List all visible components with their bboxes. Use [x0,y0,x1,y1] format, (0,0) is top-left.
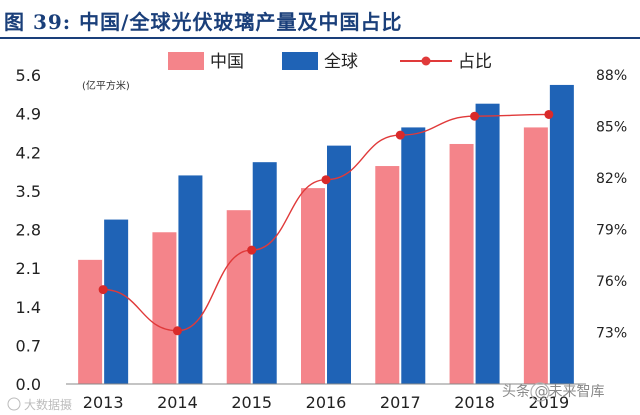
watermark-bottom-left: 大数据摄 [7,397,72,412]
watermark-left-text: 大数据摄 [24,397,72,412]
bar-china-2016 [301,188,325,384]
right-tick-label: 88% [596,68,627,84]
watermark-logo-icon [7,397,21,411]
x-tick-label: 2017 [380,393,421,412]
right-tick-label: 79% [596,223,627,239]
figure-title-text: 中国/全球光伏玻璃产量及中国占比 [79,10,403,34]
legend-swatch-china [168,52,204,70]
legend-marker-share [421,56,431,66]
share-point-2019 [544,109,554,119]
x-tick-label: 2018 [454,393,495,412]
figure-title-row: 图 39: 中国/全球光伏玻璃产量及中国占比 [0,0,640,36]
bar-china-2015 [226,210,251,384]
share-point-2015 [247,245,257,255]
x-tick-label: 2015 [231,393,272,412]
watermark-bottom-right: 头条 @未来智库 [502,382,604,402]
bars [78,84,574,385]
bar-global-2015 [252,162,277,384]
bar-global-2016 [327,145,351,384]
x-tick-label: 2014 [157,393,198,412]
title-divider [0,37,640,39]
bar-global-2018 [475,103,500,384]
share-point-2014 [172,326,182,336]
watermark-logo-icon [530,382,550,402]
left-tick-label: 5.6 [16,66,41,85]
left-tick-label: 3.5 [16,182,41,201]
share-point-2013 [98,285,108,295]
legend-swatch-global [282,52,318,70]
x-tick-label: 2016 [306,393,347,412]
left-tick-label: 2.1 [16,259,41,278]
bar-china-2017 [375,166,400,384]
left-tick-label: 1.4 [16,298,41,317]
bar-china-2019 [523,127,548,384]
left-tick-label: 0.0 [16,375,41,394]
bar-global-2019 [549,84,574,385]
left-tick-label: 0.7 [16,336,41,355]
left-tick-label: 4.2 [16,143,41,162]
share-point-2016 [321,175,331,185]
share-point-2018 [470,111,480,121]
figure-label: 图 39: [4,10,72,34]
x-axis: 2013 2014 2015 2016 2017 2018 2019 [83,393,569,412]
left-tick-label: 4.9 [16,105,41,124]
right-tick-label: 85% [596,120,627,136]
left-tick-label: 2.8 [16,221,41,240]
right-tick-label: 76% [596,274,627,290]
bar-global-2013 [104,219,129,384]
figure-title: 图 39: 中国/全球光伏玻璃产量及中国占比 [4,6,402,35]
share-point-2017 [395,130,405,140]
legend-label-china: 中国 [210,52,244,72]
left-axis: 0.0 0.7 1.4 2.1 2.8 3.5 4.2 4.9 5.6 [16,66,41,394]
legend-label-share: 占比 [458,52,492,72]
bar-china-2018 [449,143,474,384]
bar-global-2014 [178,175,203,384]
bar-china-2014 [152,232,177,384]
unit-label: (亿平方米) [82,79,130,92]
share-line [98,109,554,336]
legend: 中国 全球 占比 [168,52,492,72]
watermark-right-text: 头条 @未来智库 [502,383,604,400]
right-tick-label: 82% [596,171,627,187]
right-tick-label: 73% [596,326,627,342]
legend-label-global: 全球 [324,52,358,72]
bar-global-2017 [401,127,426,384]
x-tick-label: 2019 [528,393,569,412]
right-axis: 73% 76% 79% 82% 85% 88% [596,68,627,342]
bar-china-2013 [78,259,103,384]
x-tick-label: 2013 [83,393,124,412]
